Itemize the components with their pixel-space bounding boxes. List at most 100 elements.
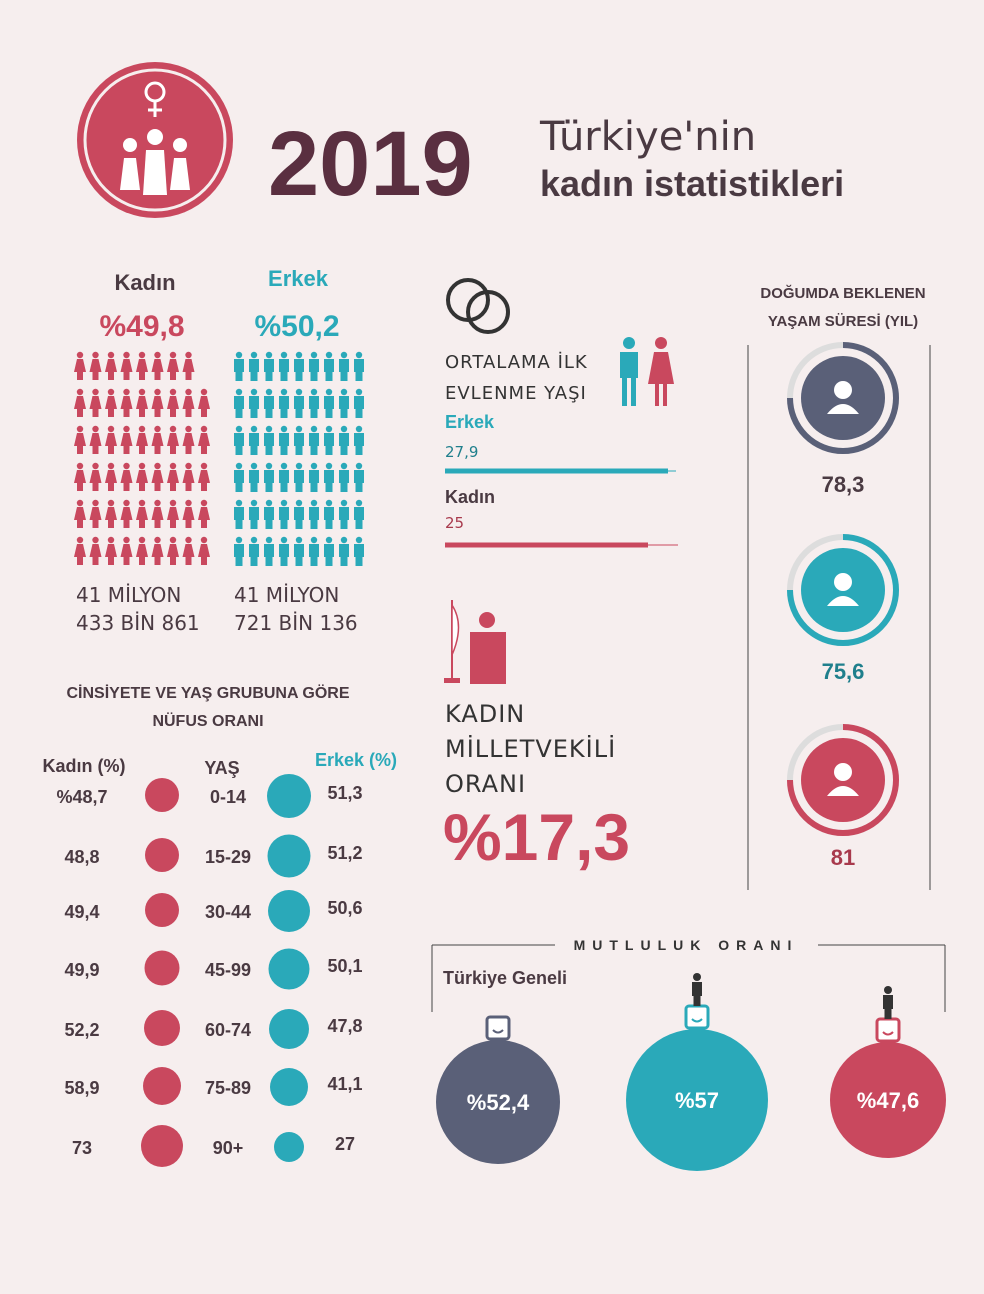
title-line1: Türkiye'nin	[539, 114, 756, 160]
woman-icon	[77, 557, 83, 565]
woman-icon	[200, 425, 208, 433]
man-icon	[340, 557, 348, 566]
woman-icon	[170, 446, 176, 454]
man-icon	[235, 557, 243, 566]
man-icon	[340, 499, 348, 507]
life-circles: 78,3 75,6 81	[787, 342, 899, 870]
woman-icon	[167, 396, 179, 409]
man-icon	[295, 446, 303, 455]
man-icon	[354, 544, 364, 557]
men-ratio: 27	[335, 1134, 355, 1154]
woman-icon	[123, 446, 130, 454]
man-icon	[234, 433, 244, 446]
man-icon	[355, 409, 363, 418]
woman-icon	[74, 544, 86, 557]
men-ratio: 50,1	[327, 956, 362, 976]
woman-icon	[107, 499, 115, 507]
woman-icon	[185, 483, 192, 491]
man-icon	[340, 446, 348, 455]
life-icon	[834, 573, 852, 591]
age-range: 45-99	[205, 960, 251, 980]
woman-icon	[120, 507, 133, 520]
man-icon	[295, 425, 303, 433]
woman-icon	[185, 446, 192, 454]
smiley-icon	[684, 1004, 710, 1030]
woman-icon	[151, 507, 164, 520]
woman-icon	[136, 433, 148, 446]
man-icon	[339, 470, 349, 483]
man-icon	[295, 483, 303, 492]
woman-icon	[151, 544, 164, 557]
woman-icon	[138, 462, 146, 470]
men-label: Erkek	[268, 266, 329, 291]
life-icon	[834, 381, 852, 399]
women-label: Kadın	[114, 270, 175, 295]
woman-icon	[136, 544, 148, 557]
woman-icon	[154, 425, 161, 433]
happiness-circles: %52,4 %57 %47,6	[436, 973, 946, 1171]
person-icon	[884, 1009, 892, 1019]
men-percent: %50,2	[254, 310, 339, 343]
woman-icon	[139, 557, 145, 565]
age-title: NÜFUS ORANI	[152, 711, 263, 730]
man-icon	[235, 536, 243, 544]
man-icon	[354, 359, 364, 372]
man-icon	[309, 359, 319, 372]
man-icon	[295, 409, 303, 418]
men-count: 41 MİLYON	[234, 583, 339, 607]
man-icon	[310, 520, 318, 529]
man-icon	[279, 507, 289, 520]
man-icon	[310, 462, 318, 470]
man-icon	[250, 520, 258, 529]
woman-icon	[92, 446, 99, 454]
man-icon	[355, 388, 363, 396]
age-header: YAŞ	[204, 758, 239, 778]
men-dot	[267, 834, 311, 878]
man-icon	[279, 544, 289, 557]
man-icon	[355, 372, 363, 381]
woman-icon	[89, 544, 102, 557]
man-icon	[280, 388, 288, 396]
women-dot	[145, 778, 179, 812]
men-ratio: 51,2	[327, 843, 362, 863]
woman-icon	[170, 557, 176, 565]
man-icon	[340, 520, 348, 529]
woman-icon	[123, 499, 130, 507]
woman-icon	[123, 409, 130, 417]
man-icon	[325, 483, 333, 492]
happiness-circle	[436, 1040, 560, 1164]
man-icon	[294, 544, 304, 557]
man-icon	[250, 462, 258, 470]
man-icon	[355, 557, 363, 566]
woman-icon	[105, 359, 117, 372]
life-value: 75,6	[822, 659, 865, 684]
man-icon	[279, 433, 289, 446]
man-icon	[279, 470, 289, 483]
man-icon	[235, 351, 243, 359]
woman-icon	[198, 470, 210, 483]
man-icon	[310, 499, 318, 507]
men-dot	[267, 774, 311, 818]
men-dot	[268, 890, 310, 932]
woman-icon	[139, 409, 145, 417]
man-icon	[250, 388, 258, 396]
man-icon	[310, 483, 318, 492]
man-icon	[355, 499, 363, 507]
happiness-frame	[431, 944, 946, 1012]
women-dot	[145, 893, 179, 927]
man-icon	[339, 396, 349, 409]
woman-icon	[123, 351, 130, 359]
man-icon	[340, 425, 348, 433]
woman-icon	[74, 507, 86, 520]
happiness-value: %47,6	[857, 1088, 919, 1113]
man-icon	[250, 536, 258, 544]
woman-icon	[92, 462, 99, 470]
man-icon	[235, 409, 243, 418]
man-icon	[234, 359, 244, 372]
man-icon	[309, 507, 319, 520]
woman-icon	[123, 520, 130, 528]
woman-icon	[185, 462, 192, 470]
man-icon	[265, 499, 273, 507]
man-icon	[265, 388, 273, 396]
man-icon	[265, 536, 273, 544]
